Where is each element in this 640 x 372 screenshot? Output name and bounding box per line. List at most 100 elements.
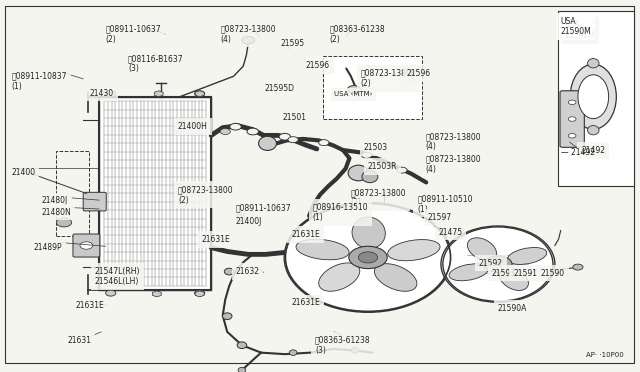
Text: 21480N: 21480N xyxy=(42,208,71,217)
Ellipse shape xyxy=(588,58,599,68)
Circle shape xyxy=(56,218,72,227)
Bar xyxy=(323,56,422,119)
Ellipse shape xyxy=(374,264,417,291)
Circle shape xyxy=(568,134,576,138)
Text: Ⓠ08911-10637
(2): Ⓠ08911-10637 (2) xyxy=(106,24,161,44)
Text: 21430: 21430 xyxy=(90,89,114,97)
Bar xyxy=(99,97,211,290)
Ellipse shape xyxy=(467,238,497,260)
Circle shape xyxy=(348,86,360,93)
Bar xyxy=(467,244,528,285)
Ellipse shape xyxy=(362,171,378,183)
Text: Ⓝ08363-61238
(3): Ⓝ08363-61238 (3) xyxy=(315,336,371,355)
Ellipse shape xyxy=(225,268,234,275)
Ellipse shape xyxy=(570,64,616,129)
Circle shape xyxy=(568,117,576,121)
Ellipse shape xyxy=(352,217,385,248)
Ellipse shape xyxy=(223,313,232,320)
Text: 21631: 21631 xyxy=(67,336,92,344)
Ellipse shape xyxy=(449,264,488,281)
Text: Ⓝ08363-61238
(2): Ⓝ08363-61238 (2) xyxy=(330,24,385,44)
Text: 21400: 21400 xyxy=(12,168,36,177)
Ellipse shape xyxy=(388,240,440,261)
Text: 21596: 21596 xyxy=(406,69,431,78)
FancyBboxPatch shape xyxy=(83,192,106,211)
Text: 21595D: 21595D xyxy=(264,84,294,93)
Text: AP· ·10P00: AP· ·10P00 xyxy=(586,352,624,358)
Circle shape xyxy=(220,129,230,135)
Ellipse shape xyxy=(508,247,547,264)
Text: 21596: 21596 xyxy=(306,61,330,70)
Text: USA
21590M: USA 21590M xyxy=(561,17,591,36)
Text: Ⓓ08723-13800
(2): Ⓓ08723-13800 (2) xyxy=(351,188,406,207)
Text: Ⓓ08723-13800
(4): Ⓓ08723-13800 (4) xyxy=(426,154,481,174)
Text: 21400J: 21400J xyxy=(236,217,262,225)
Text: 21400H: 21400H xyxy=(178,122,208,131)
Circle shape xyxy=(106,290,116,296)
Ellipse shape xyxy=(588,125,599,135)
Ellipse shape xyxy=(348,165,369,181)
Circle shape xyxy=(349,246,387,269)
FancyBboxPatch shape xyxy=(73,234,100,257)
Ellipse shape xyxy=(499,268,529,291)
Text: 21503R: 21503R xyxy=(368,162,397,171)
Text: USA ‹MTM›: USA ‹MTM› xyxy=(334,91,372,97)
Text: Ⓠ08911-10837
(1): Ⓠ08911-10837 (1) xyxy=(12,71,67,91)
Text: 21631E: 21631E xyxy=(76,301,104,310)
Text: 21503: 21503 xyxy=(364,143,388,152)
Ellipse shape xyxy=(284,202,452,312)
Text: Ⓠ08911-10510
(1): Ⓠ08911-10510 (1) xyxy=(417,194,473,214)
Ellipse shape xyxy=(259,136,276,150)
Circle shape xyxy=(484,256,512,272)
Circle shape xyxy=(279,134,291,140)
Text: 21597: 21597 xyxy=(428,213,452,222)
Circle shape xyxy=(80,242,93,249)
Text: Ⓓ08723-13800
(4): Ⓓ08723-13800 (4) xyxy=(221,24,276,44)
Ellipse shape xyxy=(289,350,297,356)
Circle shape xyxy=(362,152,372,158)
Circle shape xyxy=(397,167,407,173)
Text: 21592: 21592 xyxy=(479,259,503,267)
Text: Ⓓ08116-B1637
(3): Ⓓ08116-B1637 (3) xyxy=(128,54,184,73)
Bar xyxy=(56,151,89,236)
Circle shape xyxy=(568,100,576,105)
Circle shape xyxy=(319,140,329,145)
Ellipse shape xyxy=(319,263,360,291)
Ellipse shape xyxy=(441,226,555,302)
Text: 21595: 21595 xyxy=(280,39,305,48)
Text: 21590A: 21590A xyxy=(498,304,527,313)
Ellipse shape xyxy=(238,368,246,372)
Circle shape xyxy=(106,91,116,97)
Text: 21480J: 21480J xyxy=(42,196,68,205)
Text: Ⓗ08916-13510
(1): Ⓗ08916-13510 (1) xyxy=(312,203,368,222)
Text: Ⓓ08723-13800
(2): Ⓓ08723-13800 (2) xyxy=(360,69,416,88)
Circle shape xyxy=(247,128,259,135)
Text: 21593: 21593 xyxy=(492,269,516,278)
Circle shape xyxy=(288,137,298,142)
Ellipse shape xyxy=(237,342,246,349)
Text: 21547L(RH)
21546L(LH): 21547L(RH) 21546L(LH) xyxy=(95,267,140,286)
FancyBboxPatch shape xyxy=(560,91,584,147)
Circle shape xyxy=(230,124,241,130)
Text: 21631E: 21631E xyxy=(291,298,320,307)
Text: — 21492: — 21492 xyxy=(561,148,595,157)
Text: 21632: 21632 xyxy=(236,267,260,276)
Ellipse shape xyxy=(578,75,609,119)
Text: 21631E: 21631E xyxy=(202,235,230,244)
Circle shape xyxy=(573,264,583,270)
Text: 21631E: 21631E xyxy=(291,230,320,239)
Ellipse shape xyxy=(296,239,349,260)
Text: USA
21590M: USA 21590M xyxy=(564,20,595,40)
Text: 21590: 21590 xyxy=(541,269,565,278)
Circle shape xyxy=(195,290,205,296)
Ellipse shape xyxy=(351,347,359,353)
Text: 21492: 21492 xyxy=(581,146,605,155)
Text: 21501: 21501 xyxy=(283,113,307,122)
Text: Ⓠ08911-10637
(2): Ⓠ08911-10637 (2) xyxy=(236,204,291,223)
Text: 21475: 21475 xyxy=(438,228,463,237)
Circle shape xyxy=(358,252,378,263)
Circle shape xyxy=(242,36,255,44)
Text: Ⓓ08723-13800
(4): Ⓓ08723-13800 (4) xyxy=(426,132,481,151)
Bar xyxy=(558,11,634,186)
Text: 21591: 21591 xyxy=(513,269,538,278)
